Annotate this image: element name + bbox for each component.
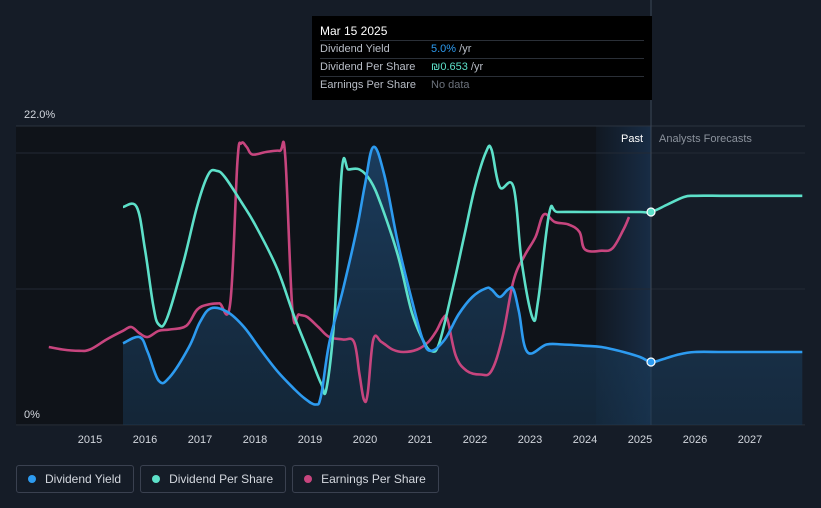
x-tick-label: 2023 xyxy=(518,434,542,446)
tooltip-row-value: ₪0.653 /yr xyxy=(431,59,483,76)
x-tick-label: 2017 xyxy=(188,434,212,446)
legend: Dividend Yield Dividend Per Share Earnin… xyxy=(16,465,439,493)
tooltip-row-dividend-yield: Dividend Yield 5.0% /yr xyxy=(320,40,644,58)
legend-dot-icon xyxy=(152,475,161,483)
x-tick-label: 2018 xyxy=(243,434,267,446)
series-line-dividend-yield xyxy=(122,145,803,406)
past-label: Past xyxy=(621,133,643,145)
x-tick-label: 2024 xyxy=(573,434,597,446)
tooltip-date: Mar 15 2025 xyxy=(320,24,388,38)
tooltip-row-label: Dividend Per Share xyxy=(320,61,416,73)
x-tick-label: 2026 xyxy=(683,434,707,446)
legend-label: Dividend Per Share xyxy=(169,472,274,486)
x-tick-label: 2025 xyxy=(628,434,652,446)
x-tick-label: 2015 xyxy=(78,434,102,446)
tooltip-row-label: Dividend Yield xyxy=(320,43,390,55)
marker-dividend-yield[interactable] xyxy=(646,357,656,367)
tooltip-row-value: No data xyxy=(431,77,470,94)
legend-label: Earnings Per Share xyxy=(321,472,426,486)
legend-item-dividend-per-share[interactable]: Dividend Per Share xyxy=(140,465,287,493)
tooltip-row-earnings-per-share: Earnings Per Share No data xyxy=(320,76,644,94)
x-tick-label: 2020 xyxy=(353,434,377,446)
x-tick-label: 2027 xyxy=(738,434,762,446)
tooltip-value-number: 5.0% xyxy=(431,43,457,55)
legend-item-dividend-yield[interactable]: Dividend Yield xyxy=(16,465,135,493)
legend-label: Dividend Yield xyxy=(45,472,122,486)
legend-item-earnings-per-share[interactable]: Earnings Per Share xyxy=(292,465,439,493)
y-label-bottom: 0% xyxy=(24,409,40,421)
x-tick-label: 2016 xyxy=(133,434,157,446)
tooltip-value-unit: /yr xyxy=(467,61,484,73)
legend-dot-icon xyxy=(304,475,313,483)
x-tick-label: 2019 xyxy=(298,434,322,446)
tooltip: Mar 15 2025 Dividend Yield 5.0% /yr Divi… xyxy=(312,16,652,100)
legend-dot-icon xyxy=(28,475,36,483)
tooltip-row-value: 5.0% /yr xyxy=(431,41,471,58)
marker-dividend-per-share[interactable] xyxy=(646,207,656,217)
series-line-dividend-per-share xyxy=(122,144,803,396)
x-tick-label: 2021 xyxy=(408,434,432,446)
x-tick-label: 2022 xyxy=(463,434,487,446)
y-label-top: 22.0% xyxy=(24,109,55,121)
forecast-label: Analysts Forecasts xyxy=(659,133,752,145)
tooltip-row-dividend-per-share: Dividend Per Share ₪0.653 /yr xyxy=(320,58,644,76)
tooltip-value-number: No data xyxy=(431,79,470,91)
series-line-earnings-per-share xyxy=(48,140,631,404)
tooltip-value-number: ₪0.653 xyxy=(431,61,468,73)
tooltip-row-label: Earnings Per Share xyxy=(320,79,416,91)
tooltip-value-unit: /yr xyxy=(456,43,472,55)
